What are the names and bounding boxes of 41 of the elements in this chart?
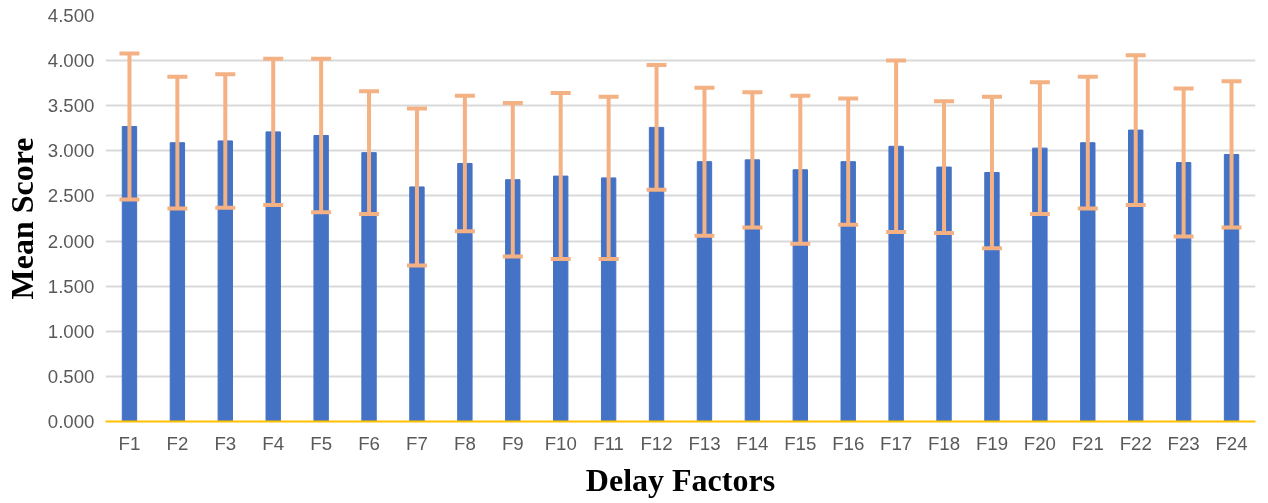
x-tick-label: F8 <box>453 432 476 454</box>
y-axis-title: Mean Score <box>3 137 40 300</box>
bar <box>169 142 186 422</box>
x-tick-label: F15 <box>784 432 817 454</box>
x-tick-label: F9 <box>501 432 524 454</box>
y-tick-label: 1.500 <box>47 275 95 297</box>
bar <box>361 152 377 422</box>
x-tick-label: F24 <box>1215 432 1248 454</box>
x-tick-label: F10 <box>544 432 577 454</box>
x-tick-label: F21 <box>1071 432 1104 454</box>
x-tick-label: F12 <box>640 432 673 454</box>
x-tick-label: F5 <box>310 432 333 454</box>
x-tick-label: F7 <box>406 432 428 454</box>
y-tick-label: 2.500 <box>47 185 95 207</box>
x-tick-label: F20 <box>1023 432 1056 454</box>
y-tick-label: 2.000 <box>47 230 95 252</box>
x-tick-label: F1 <box>118 432 141 454</box>
y-tick-label: 3.000 <box>47 140 95 162</box>
y-tick-label: 4.500 <box>47 5 95 26</box>
x-tick-label: F22 <box>1119 432 1152 454</box>
x-tick-label: F14 <box>736 432 769 454</box>
x-tick-label: F13 <box>688 432 721 454</box>
bar <box>121 125 138 422</box>
y-tick-label: 3.500 <box>47 95 95 117</box>
x-tick-label: F18 <box>927 432 961 454</box>
x-tick-label: F19 <box>975 432 1009 454</box>
y-tick-label: 0.000 <box>47 411 95 432</box>
y-tick-label: 1.000 <box>47 320 95 342</box>
x-tick-label: F3 <box>214 432 237 454</box>
x-tick-label: F16 <box>832 432 865 454</box>
x-tick-label: F2 <box>166 432 189 454</box>
x-axis-title: Delay Factors <box>585 461 776 498</box>
bar <box>648 126 665 422</box>
y-tick-label: 0.500 <box>47 365 95 387</box>
y-tick-label: 4.000 <box>47 50 95 72</box>
x-tick-label: F4 <box>262 432 285 454</box>
x-tick-label: F17 <box>880 432 913 454</box>
bar <box>984 171 1000 422</box>
x-tick-label: F6 <box>358 432 380 454</box>
x-tick-label: F11 <box>593 432 625 454</box>
x-tick-label: F23 <box>1167 432 1200 454</box>
